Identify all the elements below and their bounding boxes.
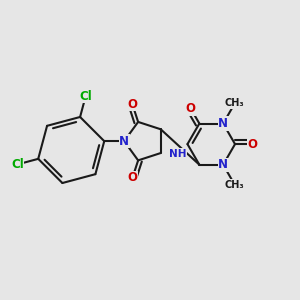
Text: N: N [218,117,228,130]
Text: O: O [128,98,137,111]
Text: O: O [247,138,257,151]
Text: NH: NH [169,148,186,158]
Text: Cl: Cl [79,89,92,103]
Text: CH₃: CH₃ [225,98,244,109]
Text: O: O [128,171,137,184]
Text: CH₃: CH₃ [225,180,244,190]
Text: N: N [218,158,228,171]
Text: O: O [186,102,196,115]
Text: N: N [119,135,129,148]
Text: Cl: Cl [11,158,24,171]
